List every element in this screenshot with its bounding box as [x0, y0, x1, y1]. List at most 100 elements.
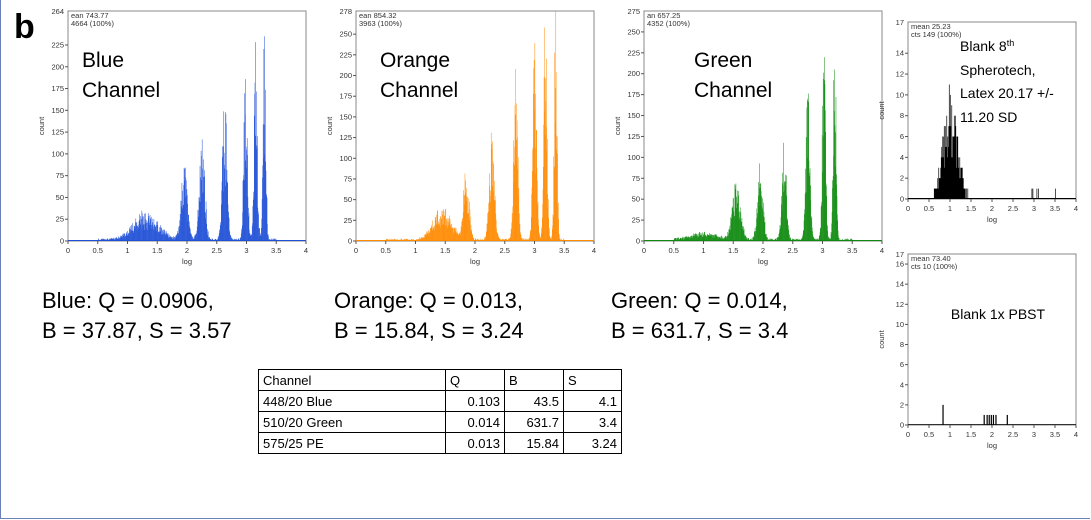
histogram-bar [429, 232, 430, 241]
histogram-bar [939, 178, 941, 199]
y-tick-label: 14 [896, 280, 904, 289]
blue-caption: Blue: Q = 0.0906, B = 37.87, S = 3.57 [42, 286, 232, 346]
histogram-bar [516, 120, 518, 241]
histogram-bar [754, 227, 756, 241]
histogram-bar [759, 184, 761, 241]
histogram-bar [251, 235, 252, 241]
histogram-bar [761, 205, 762, 241]
table-header-row: Channel Q B S [258, 369, 622, 391]
histogram-bar [485, 235, 487, 241]
histogram-bar [955, 167, 957, 199]
histogram-bar [485, 231, 487, 241]
histogram-bar [445, 208, 447, 241]
histogram-bar [438, 221, 439, 241]
histogram-bar [851, 238, 852, 241]
histogram-bar [540, 236, 542, 241]
histogram-bar [686, 237, 688, 241]
x-tick-label: 3.5 [559, 246, 569, 255]
histogram-bar [441, 218, 442, 241]
histogram-bar [128, 233, 129, 241]
y-tick-label: 200 [339, 71, 352, 80]
histogram-bar [823, 72, 824, 241]
histogram-bar [533, 59, 535, 241]
histogram-bar [550, 237, 551, 241]
histogram-bar [189, 226, 190, 241]
histogram-bar [715, 234, 716, 241]
histogram-bar [138, 224, 139, 241]
histogram-bar [139, 219, 140, 241]
histogram-bar [820, 227, 821, 241]
histogram-bar [472, 237, 474, 241]
histogram-bar [539, 233, 540, 241]
histogram-bar [693, 235, 694, 241]
histogram-bar [477, 238, 478, 241]
histogram-bar [512, 206, 514, 241]
histogram-bar [714, 237, 715, 241]
histogram-bar [742, 226, 743, 241]
histogram-bar [262, 165, 264, 241]
histogram-bar [167, 233, 168, 241]
histogram-bar [688, 236, 690, 241]
histogram-bar [208, 237, 210, 241]
histogram-bar [801, 238, 803, 241]
histogram-bar [103, 238, 104, 241]
histogram-bar [466, 198, 468, 241]
histogram-bar [130, 232, 131, 241]
histogram-bar [551, 237, 552, 241]
histogram-bar [542, 204, 543, 241]
histogram-bar [465, 180, 466, 241]
histogram-bar [138, 221, 140, 241]
histogram-bar [490, 195, 492, 241]
histogram-bar [778, 234, 780, 241]
histogram-bar [954, 136, 956, 199]
histogram-bar [438, 224, 439, 241]
histogram-bar [275, 238, 276, 241]
histogram-bar [186, 189, 188, 241]
histogram-bar [846, 238, 848, 241]
histogram-bar [109, 238, 111, 241]
histogram-bar [830, 238, 831, 241]
histogram-bar [118, 236, 119, 241]
histogram-bar [190, 228, 191, 241]
y-tick-label: 10 [896, 90, 904, 99]
histogram-bar [150, 217, 151, 241]
histogram-bar [782, 185, 784, 241]
histogram-bar [828, 238, 830, 241]
histogram-bar [159, 232, 160, 241]
histogram-bar [788, 230, 790, 241]
histogram-bar [259, 236, 261, 241]
histogram-bar [803, 230, 804, 241]
histogram-bar [513, 182, 515, 241]
y-max-label: 275 [627, 7, 640, 16]
histogram-bar [470, 216, 471, 241]
histogram-bar [834, 69, 835, 241]
histogram-bar [692, 238, 693, 241]
histogram-bars [908, 404, 1076, 425]
histogram-bar [806, 107, 808, 241]
histogram-bar [959, 167, 961, 199]
histogram-bar [459, 233, 460, 241]
histogram-bar [834, 125, 836, 241]
histogram-bar [390, 238, 392, 241]
histogram-bar [234, 238, 235, 241]
histogram-bar [810, 200, 811, 241]
histogram-bar [170, 236, 172, 241]
histogram-bar [162, 231, 164, 241]
histogram-bar [495, 219, 497, 241]
histogram-bar [463, 194, 465, 241]
histogram-bar [222, 146, 224, 241]
histogram-bar [190, 232, 192, 241]
histogram-bar [698, 236, 700, 241]
histogram-bar [199, 165, 201, 241]
histogram-bar [457, 233, 459, 241]
histogram-bar [496, 231, 498, 241]
histogram-bar [129, 227, 131, 241]
table-cell: 575/25 PE [258, 432, 446, 454]
histogram-bar [158, 227, 160, 241]
histogram-bar [713, 235, 715, 241]
histogram-bar [232, 238, 233, 241]
x-tick-label: 0.5 [93, 246, 103, 255]
histogram-bar [814, 238, 816, 241]
histogram-bar [180, 221, 181, 241]
histogram-bar [847, 238, 848, 241]
